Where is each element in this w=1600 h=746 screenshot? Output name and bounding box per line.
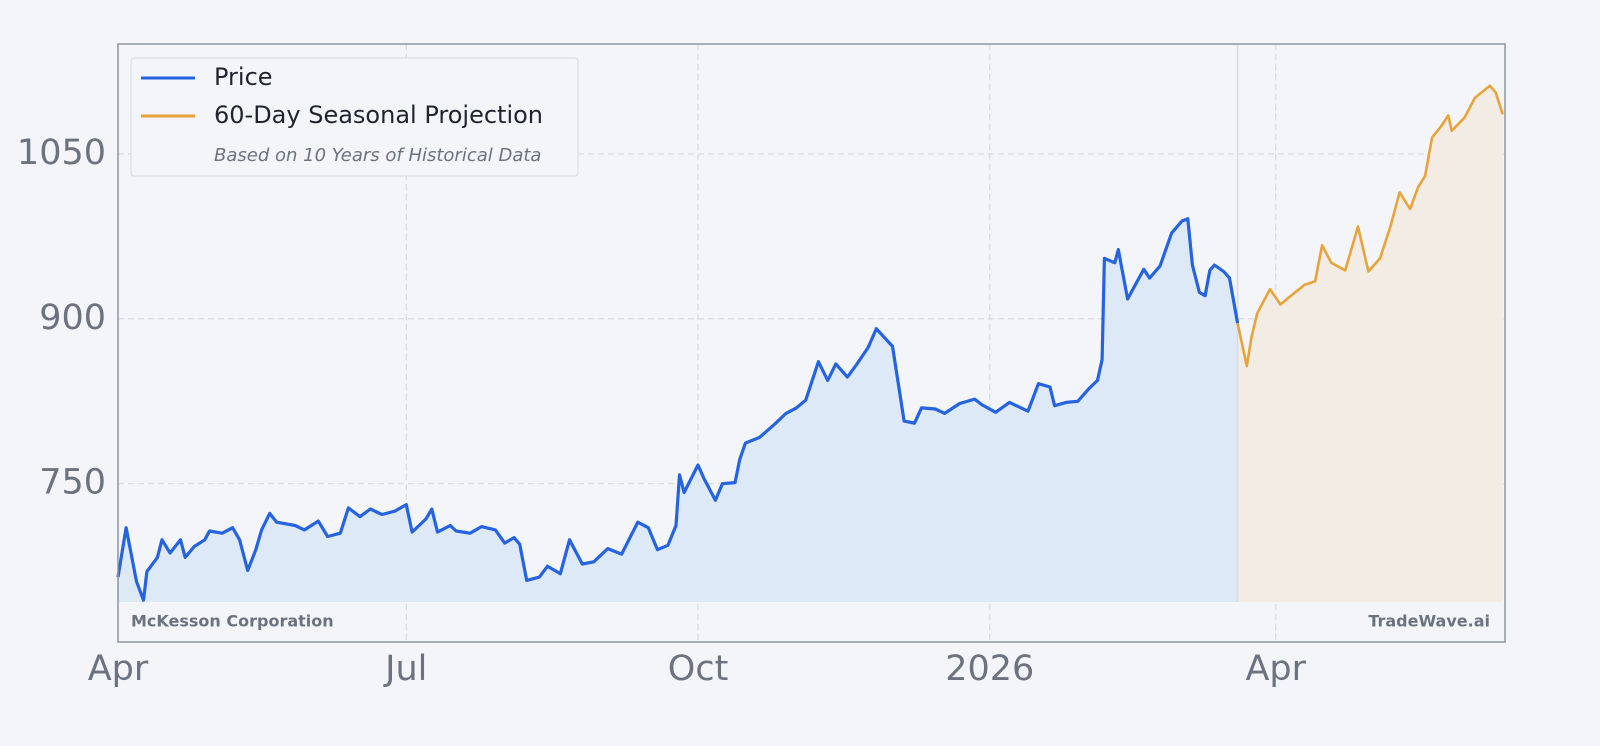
series-line [116,217,1240,602]
x-tick-label: Apr [1245,649,1306,689]
y-tick-label: 750 [39,463,106,503]
legend: Based on 10 Years of Historical Data Pri… [130,57,579,177]
series-area [118,218,1238,603]
series-area [1237,85,1503,603]
y-tick-label: 900 [39,298,106,338]
y-tick-label: 1050 [17,133,106,173]
watermark: TradeWave.ai [1368,612,1490,631]
x-tick-label: 2026 [945,649,1034,689]
x-tick-label: Apr [88,649,149,689]
x-tick-label: Jul [383,649,427,689]
legend-label: 60-Day Seasonal Projection [214,101,543,129]
company-label: McKesson Corporation [131,612,334,631]
x-tick-label: Oct [668,649,729,689]
legend-box [130,57,579,177]
series-line [1236,84,1504,368]
legend-note: Based on 10 Years of Historical Data [214,145,541,166]
plot-frame [117,43,1506,643]
legend-label: Price [214,63,273,91]
